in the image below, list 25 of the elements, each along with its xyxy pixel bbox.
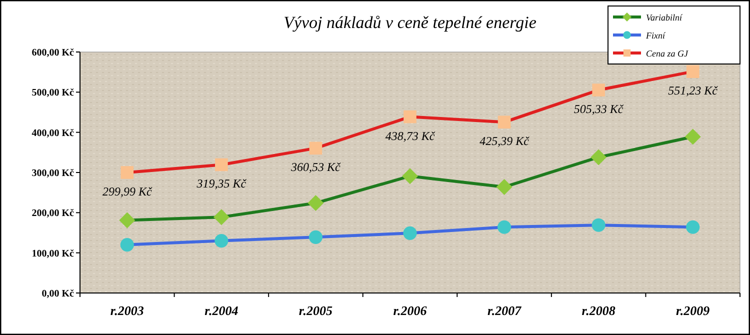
legend-label: Cena za GJ [646,48,689,58]
y-tick-label: 400,00 Kč [32,128,75,139]
x-tick-label: r.2009 [676,303,710,318]
data-label: 551,23 Kč [668,84,718,98]
x-tick-label: r.2004 [204,303,239,318]
data-label: 360,53 Kč [290,160,342,174]
y-tick-label: 600,00 Kč [32,48,75,58]
y-tick-label: 300,00 Kč [32,168,75,179]
data-label: 319,35 Kč [196,176,247,191]
legend-label: Variabilní [646,12,684,22]
data-label: 299,99 Kč [102,184,152,199]
legend-label: Fixní [645,30,666,40]
y-tick-label: 100,00 Kč [32,248,75,260]
data-label: 425,39 Kč [480,134,530,148]
y-tick-label: 500,00 Kč [32,88,75,99]
y-tick-label: 0,00 Kč [42,288,75,300]
x-tick-label: r.2008 [582,303,616,318]
y-tick-label: 200,00 Kč [32,208,75,220]
data-label: 438,73 Kč [385,128,436,143]
chart-title: Vývoj nákladů v ceně tepelné energie [284,13,537,32]
data-label: 505,33 Kč [574,102,624,116]
x-tick-label: r.2005 [298,303,334,318]
x-tick-label: r.2007 [487,303,522,318]
x-tick-label: r.2003 [110,303,144,318]
x-tick-label: r.2006 [393,303,428,318]
